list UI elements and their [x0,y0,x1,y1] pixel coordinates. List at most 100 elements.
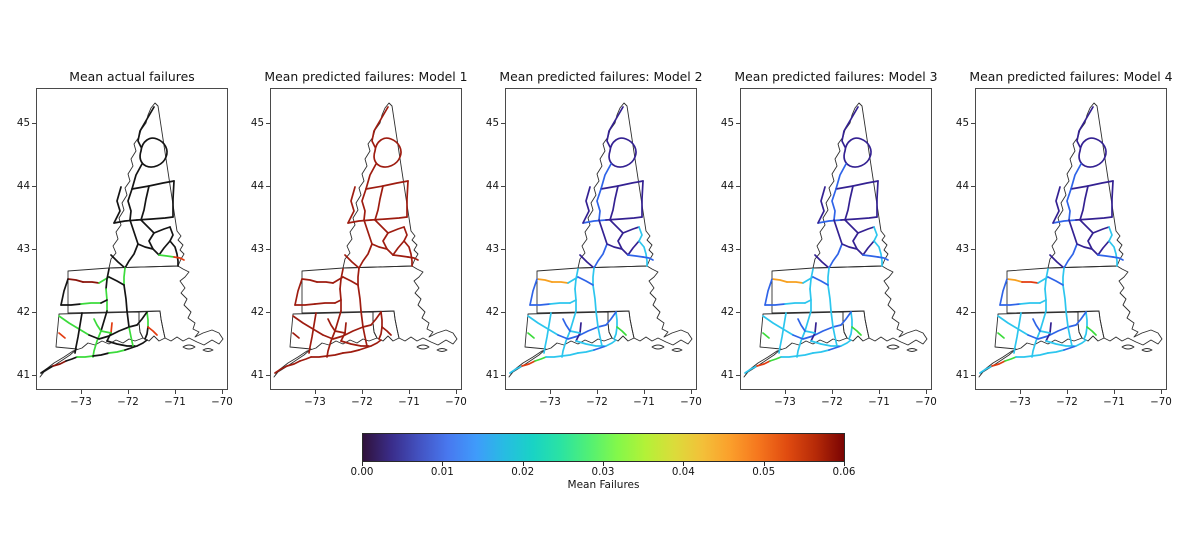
colorbar-tick-label: 0.01 [430,466,454,478]
y-tick-label: 43 [955,243,969,255]
road-segment-27 [1062,267,1065,286]
road-segment-1 [373,137,402,168]
road-segment-18 [841,243,858,250]
x-tickmark [832,390,833,394]
y-tick-label: 45 [955,117,969,129]
road-segment-38 [1013,312,1022,354]
road-segment-21 [642,256,654,261]
road-segment-8 [370,216,408,221]
road-segment-11 [1063,243,1078,269]
road-segment-31 [784,302,806,305]
road-segment-48 [780,355,798,358]
road-segment-55 [144,326,149,340]
road-segment-18 [1076,243,1093,250]
road-segment-28 [1062,284,1067,312]
colorbar-tickmark [522,462,524,466]
road-segment-42 [334,330,346,334]
road-segment-32 [1039,299,1047,304]
colorbar-label: Mean Failures [567,479,640,491]
x-tickmark [644,390,645,394]
road-segment-52 [370,339,382,347]
y-tick-label: 43 [485,243,499,255]
road-segment-10 [363,219,373,245]
road-segment-45 [274,365,288,374]
road-segment-22 [771,278,788,283]
x-tick-label: −73 [1009,396,1031,408]
road-segment-35 [92,330,102,358]
road-segment-46 [991,360,1006,367]
x-tick-label: −72 [1056,396,1078,408]
road-segment-27 [827,267,830,286]
road-segment-32 [334,299,342,304]
road-segment-43 [810,340,840,347]
road-segment-58 [562,318,571,332]
road-segment-13 [844,219,859,234]
road-segment-38 [308,312,317,354]
road-segment-31 [314,302,336,305]
marthas-vineyard-outline [1121,344,1135,350]
road-segment-29 [1047,276,1064,286]
y-tickmark [501,312,505,313]
road-segment-50 [342,349,360,354]
road-failure-map-2 [273,102,458,378]
y-tickmark [501,249,505,250]
road-segment-35 [326,330,336,358]
road-segment-10 [1068,219,1078,245]
massachusetts-outline [771,265,928,346]
road-segment-33 [294,278,303,306]
connecticut-outline [978,311,1083,378]
road-segment-44 [362,326,368,347]
map-panel-1 [36,88,228,390]
road-segment-0 [1076,106,1094,148]
road-segment-41 [340,332,346,342]
x-tickmark [926,390,927,394]
road-segment-37 [1027,324,1077,340]
road-segment-44 [128,326,134,347]
y-tickmark [32,123,36,124]
map-panel-4 [740,88,932,390]
road-segment-33 [529,278,538,306]
road-segment-45 [509,365,523,374]
y-tick-label: 41 [250,369,264,381]
road-segment-12 [1049,254,1065,269]
colorbar-tickmark [763,462,765,466]
road-segment-55 [613,326,618,340]
x-tickmark [175,390,176,394]
road-segment-57 [840,311,852,326]
road-segment-40 [579,322,582,334]
road-segment-22 [67,278,84,283]
road-segment-29 [108,276,125,286]
road-segment-14 [153,226,171,234]
y-tick-label: 44 [485,180,499,192]
marthas-vineyard-outline [886,344,900,350]
road-segment-45 [979,365,993,374]
colorbar-tick-label: 0.04 [671,466,695,478]
x-tickmark [1114,390,1115,394]
road-segment-18 [606,243,623,250]
y-tick-label: 44 [250,180,264,192]
road-segment-5 [596,188,602,221]
road-segment-2 [365,163,377,190]
road-segment-33 [764,278,773,306]
road-segment-53 [360,310,364,328]
road-segment-5 [1066,188,1072,221]
road-segment-57 [1075,311,1087,326]
road-segment-43 [1045,340,1075,347]
road-segment-51 [1063,345,1077,351]
y-tickmark [736,123,740,124]
road-segment-35 [1031,330,1041,358]
road-segment-30 [60,303,82,306]
colorbar-tickmark [442,462,444,466]
road-segment-16 [148,232,160,256]
nantucket-outline [1141,348,1153,352]
road-segment-25 [1044,268,1049,290]
road-segment-34 [334,310,342,332]
road-segment-50 [812,349,830,354]
road-segment-16 [617,232,629,256]
road-segment-12 [814,254,830,269]
colorbar-tick-label: 0.05 [752,466,776,478]
road-segment-57 [136,311,148,326]
road-segment-40 [110,322,113,334]
road-failure-map-3 [508,102,693,378]
rhode-island-outline [372,310,400,342]
